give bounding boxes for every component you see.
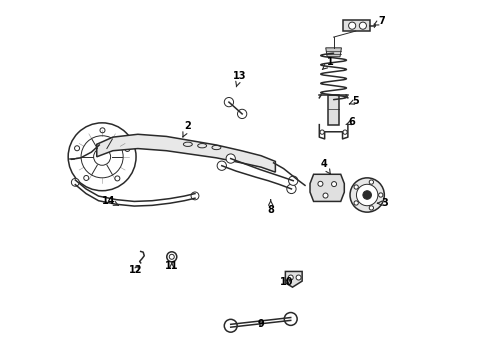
Text: 6: 6 [346, 117, 356, 127]
Circle shape [226, 154, 235, 163]
Circle shape [369, 180, 373, 184]
Text: 12: 12 [129, 265, 143, 275]
Text: 9: 9 [258, 319, 265, 329]
Circle shape [74, 146, 79, 151]
Polygon shape [285, 271, 302, 287]
Text: 1: 1 [322, 57, 334, 69]
Polygon shape [326, 48, 342, 57]
Circle shape [320, 130, 324, 134]
Circle shape [191, 192, 199, 200]
Text: 4: 4 [320, 159, 331, 174]
Circle shape [224, 319, 237, 332]
Circle shape [72, 179, 79, 186]
Circle shape [354, 201, 358, 205]
Circle shape [167, 252, 177, 262]
Circle shape [359, 22, 367, 29]
Circle shape [350, 178, 384, 212]
Circle shape [356, 184, 378, 206]
Circle shape [348, 22, 356, 29]
Circle shape [125, 147, 130, 152]
Circle shape [115, 176, 120, 181]
Circle shape [224, 98, 234, 107]
Text: 3: 3 [378, 198, 388, 208]
Circle shape [287, 184, 296, 194]
Text: 13: 13 [233, 71, 246, 87]
Text: 8: 8 [267, 200, 274, 215]
Bar [328, 95, 339, 125]
Text: 11: 11 [165, 261, 178, 271]
Circle shape [288, 275, 293, 280]
Circle shape [217, 161, 226, 170]
Circle shape [369, 206, 373, 210]
Text: 5: 5 [349, 96, 359, 107]
Circle shape [284, 312, 297, 325]
Circle shape [238, 109, 247, 118]
Polygon shape [343, 20, 370, 31]
Circle shape [354, 185, 358, 189]
Circle shape [363, 191, 371, 199]
Text: 2: 2 [183, 121, 191, 137]
Text: 14: 14 [102, 196, 119, 206]
Circle shape [323, 193, 328, 198]
Circle shape [332, 181, 337, 186]
Circle shape [100, 128, 105, 133]
Circle shape [289, 176, 298, 185]
Text: 10: 10 [280, 277, 294, 287]
Circle shape [84, 175, 89, 180]
Circle shape [169, 254, 174, 259]
Circle shape [296, 275, 301, 280]
Circle shape [343, 130, 347, 134]
Circle shape [379, 193, 383, 197]
Polygon shape [310, 174, 344, 202]
Polygon shape [97, 134, 275, 172]
Text: 7: 7 [374, 16, 385, 26]
Circle shape [318, 181, 323, 186]
